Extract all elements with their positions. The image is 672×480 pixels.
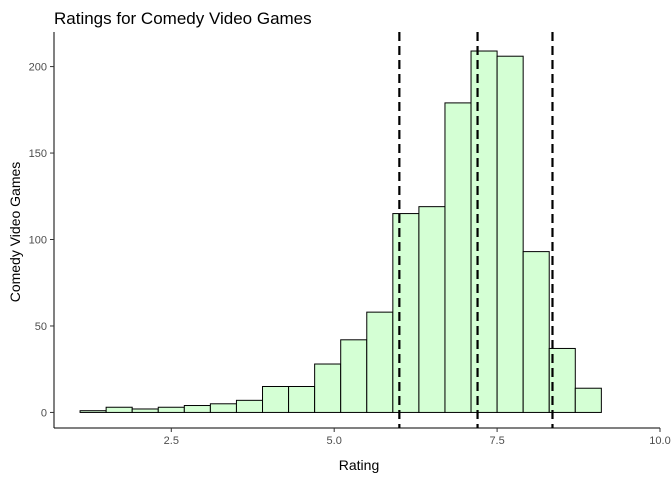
- histogram-bar-17: [496, 55, 524, 413]
- histogram-bar-4: [157, 406, 185, 413]
- y-tick-label: 50: [35, 321, 47, 333]
- histogram-bar-8: [262, 385, 290, 413]
- histogram-bar-20: [574, 387, 602, 413]
- histogram-bar-11: [340, 339, 368, 413]
- y-tick-label: 200: [29, 62, 47, 74]
- histogram-bar-5: [183, 405, 211, 413]
- histogram-bar-16: [470, 50, 498, 413]
- histogram-bar-15: [444, 102, 472, 413]
- histogram-bar-1: [79, 410, 107, 413]
- histogram-bar-14: [418, 206, 446, 413]
- x-tick-label: 10.0: [649, 435, 670, 447]
- reference-lines-group: [398, 32, 554, 428]
- x-axis-label: Rating: [339, 457, 379, 473]
- axes-group: 2.5 5.0 7.5 10.0 0 50 100 150 200: [29, 32, 671, 447]
- histogram-bar-12: [366, 311, 394, 413]
- histogram-bar-3: [131, 408, 159, 413]
- y-axis-label: Comedy Video Games: [7, 162, 23, 303]
- histogram-bar-9: [288, 385, 316, 413]
- histogram-bar-10: [314, 363, 342, 413]
- y-tick-label: 150: [29, 148, 47, 160]
- x-tick-label: 5.0: [327, 435, 342, 447]
- histogram-bar-18: [522, 251, 550, 413]
- x-tick-label: 2.5: [164, 435, 179, 447]
- histogram-bar-7: [235, 399, 264, 413]
- histogram-bar-2: [105, 406, 133, 413]
- chart-title: Ratings for Comedy Video Games: [54, 9, 312, 28]
- bars-group: [79, 50, 602, 413]
- histogram-bar-6: [209, 403, 237, 413]
- y-tick-label: 100: [29, 235, 47, 247]
- x-tick-label: 7.5: [489, 435, 504, 447]
- y-tick-label: 0: [41, 407, 47, 419]
- histogram-bar-13: [392, 213, 420, 413]
